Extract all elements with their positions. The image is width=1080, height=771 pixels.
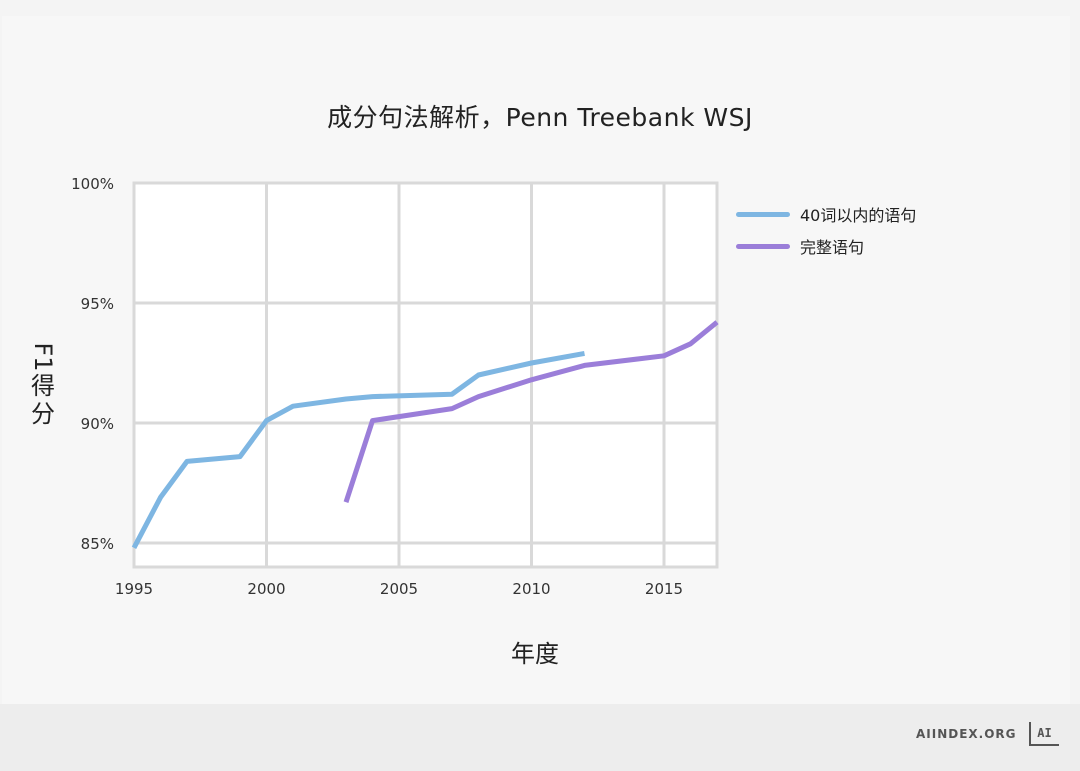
- chart-title: 成分句法解析，Penn Treebank WSJ: [327, 103, 753, 132]
- x-tick-label: 2005: [380, 580, 418, 598]
- x-tick-label: 2000: [247, 580, 285, 598]
- brand-text: AIINDEX.ORG: [916, 727, 1017, 741]
- y-tick-label: 85%: [81, 535, 114, 553]
- y-axis-label-prefix: F1: [29, 342, 57, 372]
- brand: AIINDEX.ORG AI: [916, 722, 1059, 746]
- brand-logo: AI: [1028, 722, 1059, 746]
- footer-bar: [0, 704, 1080, 771]
- x-axis-label: 年度: [511, 640, 559, 668]
- legend-swatch: [736, 243, 790, 249]
- y-axis-label-char: 分: [31, 400, 55, 428]
- x-tick-label: 1995: [115, 580, 153, 598]
- plot-area: [132, 181, 719, 569]
- x-tick-label: 2010: [512, 580, 550, 598]
- y-tick-label: 95%: [81, 295, 114, 313]
- y-tick-label: 100%: [71, 175, 114, 193]
- legend-label: 完整语句: [800, 238, 865, 257]
- x-tick-label: 2015: [645, 580, 683, 598]
- tick-labels: 1995 2000 2005 2010 2015 85% 90% 95% 100%: [71, 175, 683, 598]
- y-tick-label: 90%: [81, 415, 114, 433]
- series-layer: [131, 320, 719, 549]
- legend-swatch: [736, 211, 790, 217]
- legend: 40词以内的语句 完整语句: [736, 198, 916, 262]
- legend-label: 40词以内的语句: [800, 206, 917, 225]
- legend-item: 完整语句: [736, 230, 916, 262]
- grid-lines: [132, 181, 719, 569]
- y-axis-label: F1 得 分: [28, 342, 58, 428]
- y-axis-label-char: 得: [31, 372, 55, 400]
- series-line: [131, 350, 585, 549]
- series-line: [343, 320, 719, 503]
- legend-item: 40词以内的语句: [736, 198, 916, 230]
